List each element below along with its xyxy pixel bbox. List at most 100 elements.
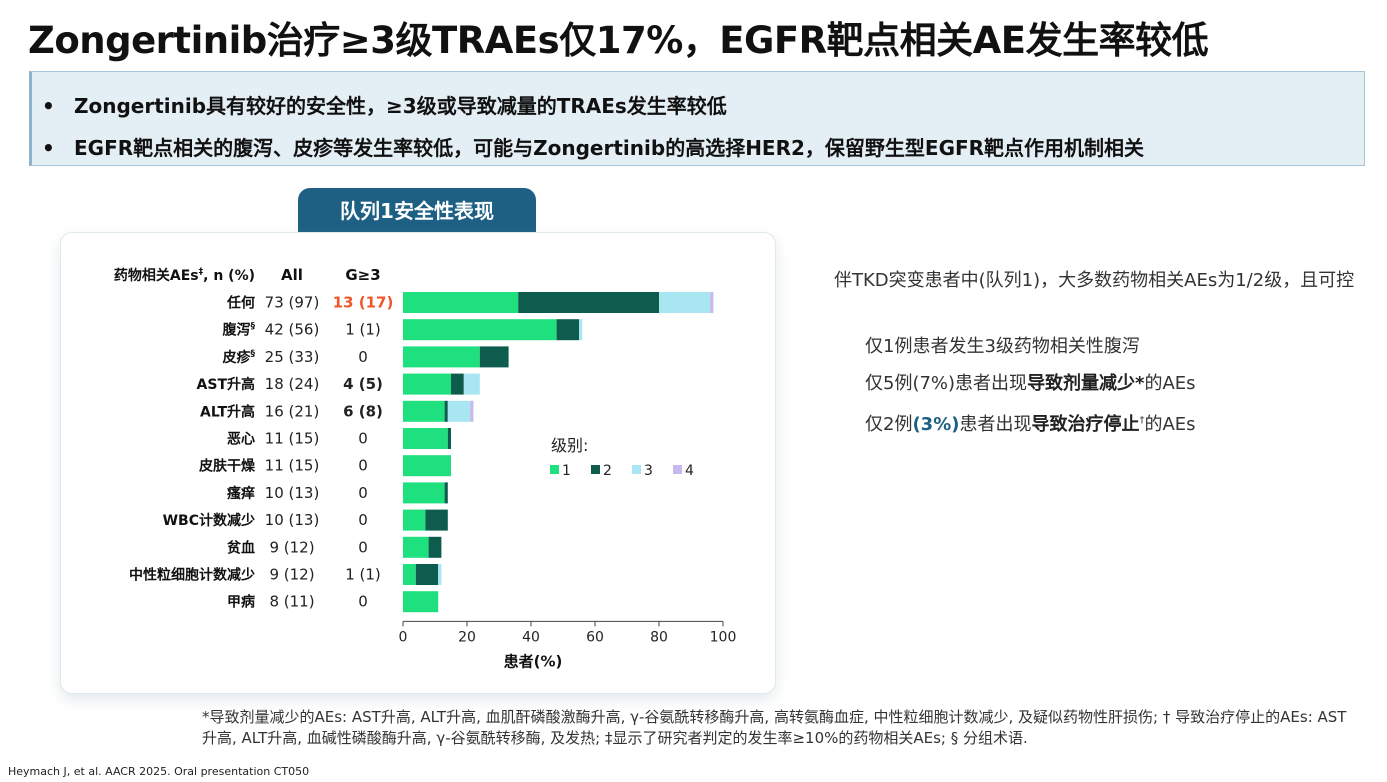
category-label: ALT升高 (200, 403, 255, 420)
bar-segment-grade-1 (403, 400, 445, 422)
all-value-label: 42 (56) (265, 321, 320, 339)
chart-card: 药物相关AEs‡, n (%) All G≥3 任何 73 (97) 13 (17) 腹泻§… (60, 232, 776, 694)
category-label: 皮肤干燥 (198, 458, 256, 475)
category-label: 中性粒细胞计数减少 (129, 567, 255, 584)
summary-intro: 伴TKD突变患者中(队列1)，大多数药物相关AEs为1/2级，且可控 (834, 270, 1355, 291)
chart-header-label: 药物相关AEs‡, n (%) (114, 267, 255, 284)
summary-text: 伴TKD突变患者中(队列1)，大多数药物相关AEs为1/2级，且可控 仅1例患者… (834, 266, 1364, 435)
category-label: WBC计数减少 (163, 512, 255, 529)
citation: Heymach J, et al. AACR 2025. Oral presen… (8, 765, 310, 778)
category-label: 甲病 (227, 594, 255, 611)
footnote: *导致剂量减少的AEs: AST升高, ALT升高, 血肌酐磷酸激酶升高, γ-… (202, 708, 1347, 747)
summary-line-1-text: 仅1例患者发生3级药物相关性腹泻 (865, 336, 1140, 357)
summary-line-3-post: 的AEs (1144, 414, 1196, 435)
all-value-label: 9 (12) (269, 538, 314, 556)
g3-value-label: 0 (358, 511, 368, 529)
g3-value-label: 0 (358, 430, 368, 448)
bar-segment-grade-3 (438, 564, 442, 585)
bullet-mark: • (42, 136, 55, 160)
g3-value-label: 13 (17) (333, 294, 394, 312)
bar-segment-grade-3 (659, 292, 711, 313)
bar-segment-grade-2 (425, 509, 448, 531)
x-tick-label: 60 (586, 629, 604, 645)
bar-segment-grade-3 (463, 373, 480, 395)
x-tick-label: 40 (522, 629, 540, 645)
bar-segment-grade-2 (415, 564, 439, 585)
bullet-item: • EGFR靶点相关的腹泻、皮疹等发生率较低，可能与Zongertinib的高选择… (42, 132, 1144, 161)
category-label: 瘙痒 (226, 485, 255, 502)
bar-segment-grade-2 (444, 482, 448, 504)
all-value-label: 8 (11) (269, 593, 314, 611)
legend-swatch-grade-1 (550, 465, 559, 474)
category-label: 皮疹§ (222, 349, 256, 366)
x-tick-label: 20 (458, 629, 476, 645)
summary-line-2: 仅5例(7%)患者出现导致剂量减少*的AEs (865, 369, 1196, 398)
bar-segment-grade-2 (444, 400, 448, 422)
bar-segment-grade-1 (403, 482, 445, 504)
bar-segment-grade-2 (428, 536, 442, 558)
category-label: AST升高 (197, 376, 255, 393)
all-value-label: 11 (15) (265, 430, 320, 448)
chart-header-all: All (281, 266, 303, 284)
cohort-tab: 队列1安全性表现 (298, 188, 536, 234)
bar-segment-grade-1 (403, 591, 439, 613)
summary-line-3-blue: (3%) (912, 414, 960, 435)
all-value-label: 11 (15) (265, 457, 320, 475)
bar-segment-grade-2 (451, 373, 464, 395)
all-value-label: 9 (12) (269, 566, 314, 584)
bar-segment-grade-2 (518, 292, 659, 313)
x-axis-title: 患者(%) (504, 652, 563, 670)
legend-label-grade-2: 2 (603, 463, 612, 479)
bar-segment-grade-3 (579, 319, 583, 341)
bar-segment-grade-2 (447, 428, 451, 449)
all-value-label: 73 (97) (265, 294, 320, 312)
category-label: 腹泻§ (223, 322, 256, 339)
summary-line-3-sup: † (1139, 415, 1145, 426)
category-label: 任何 (226, 295, 255, 312)
category-label: 贫血 (227, 539, 255, 556)
chart-header-g3: G≥3 (345, 266, 380, 284)
bar-segment-grade-4 (710, 292, 714, 313)
bar-segment-grade-2 (479, 346, 509, 368)
slide-title: Zongertinib治疗≥3级TRAEs仅17%，EGFR靶点相关AE发生率较… (28, 19, 1209, 62)
bullet-mark: • (42, 94, 55, 118)
bar-segment-grade-2 (556, 319, 579, 341)
legend-title: 级别: (551, 436, 588, 455)
bar-segment-grade-1 (403, 455, 451, 477)
bar-segment-grade-1 (403, 292, 519, 313)
bullet-item: • Zongertinib具有较好的安全性，≥3级或导致减量的TRAEs发生率较低 (42, 90, 727, 119)
g3-value-label: 0 (358, 484, 368, 502)
x-tick-label: 80 (650, 629, 668, 645)
bar-segment-grade-4 (470, 400, 474, 422)
legend-swatch-grade-3 (632, 465, 641, 474)
bar-segment-grade-1 (403, 564, 416, 585)
g3-value-label: 0 (358, 593, 368, 611)
g3-value-label: 1 (1) (345, 321, 381, 339)
ae-stacked-bar-chart: 药物相关AEs‡, n (%) All G≥3 任何 73 (97) 13 (17) 腹泻§… (114, 266, 737, 670)
legend-label-grade-3: 3 (644, 463, 653, 479)
all-value-label: 10 (13) (265, 511, 320, 529)
legend-swatch-grade-4 (673, 465, 682, 474)
bar-segment-grade-3 (447, 400, 471, 422)
bar-segment-grade-1 (403, 373, 451, 395)
x-tick-label: 0 (399, 629, 408, 645)
summary-line-3: 仅2例(3%)患者出现导致治疗停止†的AEs (865, 406, 1196, 439)
bar-segment-grade-1 (403, 536, 429, 558)
bullet-text: EGFR靶点相关的腹泻、皮疹等发生率较低，可能与Zongertinib的高选择H… (74, 136, 1145, 160)
all-value-label: 16 (21) (265, 402, 320, 420)
category-label: 恶心 (227, 432, 255, 448)
summary-line-2-pre: 仅5例(7%)患者出现 (865, 373, 1028, 394)
x-tick-label: 100 (710, 629, 737, 645)
g3-value-label: 6 (8) (343, 402, 383, 420)
summary-line-3-mid: 患者出现 (959, 414, 1032, 435)
summary-line-3-pre: 仅2例 (865, 414, 913, 435)
bar-segment-grade-1 (403, 346, 480, 368)
bar-segment-grade-1 (403, 428, 448, 449)
summary-line-1: 仅1例患者发生3级药物相关性腹泻 (865, 332, 1140, 361)
legend-swatch-grade-2 (591, 465, 600, 474)
summary-line-3-bold: 导致治疗停止 (1031, 414, 1140, 435)
summary-line-2-bold: 导致剂量减少* (1027, 373, 1145, 394)
g3-value-label: 1 (1) (345, 566, 381, 584)
bullet-text: Zongertinib具有较好的安全性，≥3级或导致减量的TRAEs发生率较低 (74, 94, 727, 118)
summary-line-2-post: 的AEs (1144, 373, 1196, 394)
